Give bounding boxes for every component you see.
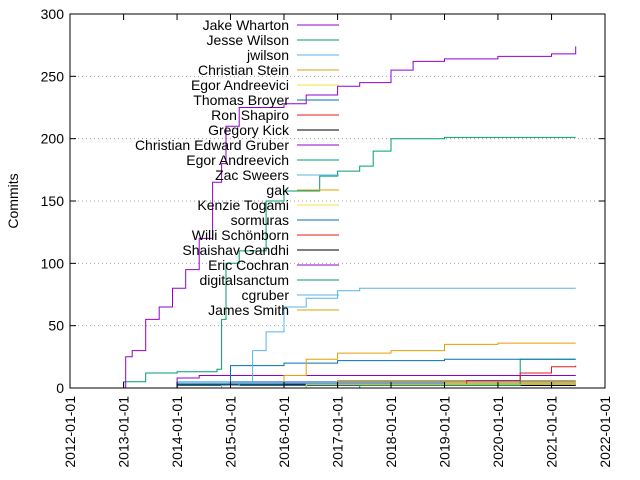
legend-label: Willi Schönborn [192, 227, 289, 243]
series-line [230, 383, 576, 389]
x-tick-label: 2019-01-01 [436, 396, 452, 468]
series-line [284, 383, 576, 389]
series-layer [92, 46, 577, 389]
x-tick-label: 2017-01-01 [330, 396, 346, 468]
legend-label: Christian Stein [198, 62, 289, 78]
ticks-layer: 0 50 100 150 200 250 300 2012-01-01 2013-01-01 20… [41, 6, 613, 468]
y-tick-label: 50 [48, 318, 64, 334]
y-tick-label: 100 [41, 255, 65, 271]
series-line [306, 358, 576, 389]
series-line [92, 136, 576, 389]
legend-label: Jesse Wilson [207, 32, 289, 48]
y-tick-label: 250 [41, 68, 65, 84]
legend-label: Kenzie Togami [197, 197, 289, 213]
series-line [284, 383, 576, 389]
x-tick-label: 2016-01-01 [276, 396, 292, 468]
series-line [230, 342, 576, 389]
legend-label: Egor Andreevich [186, 152, 289, 168]
x-tick-label: 2022-01-01 [597, 396, 613, 468]
series-line [123, 358, 576, 389]
series-line [123, 46, 577, 389]
legend-label: Jake Wharton [203, 17, 289, 33]
legend-label: gak [266, 182, 290, 198]
y-tick-label: 150 [41, 193, 65, 209]
legend-label: jwilson [246, 47, 289, 63]
x-tick-label: 2015-01-01 [223, 396, 239, 468]
x-tick-label: 2021-01-01 [544, 396, 560, 468]
legend-label: Christian Edward Gruber [135, 137, 289, 153]
legend-label: Egor Andreevici [191, 77, 289, 93]
legend-label: sormuras [231, 212, 289, 228]
x-tick-label: 2012-01-01 [62, 396, 78, 468]
x-tick-label: 2013-01-01 [116, 396, 132, 468]
legend-label: Gregory Kick [208, 122, 290, 138]
legend-label: digitalsanctum [200, 272, 290, 288]
series-line [177, 287, 576, 389]
legend-label: Thomas Broyer [193, 92, 289, 108]
legend-label: Ron Shapiro [211, 107, 289, 123]
series-line [145, 383, 576, 389]
legend-label: Shaishav Gandhi [182, 242, 289, 258]
legend-label: James Smith [208, 302, 289, 318]
y-tick-label: 200 [41, 131, 65, 147]
legend-label: Zac Sweers [215, 167, 289, 183]
y-tick-label: 300 [41, 6, 65, 22]
x-tick-label: 2014-01-01 [169, 396, 185, 468]
legend-label: Eric Cochran [208, 257, 289, 273]
x-tick-label: 2018-01-01 [383, 396, 399, 468]
y-tick-label: 0 [56, 380, 64, 396]
legend-label: cgruber [242, 287, 290, 303]
y-axis-title: Commits [5, 173, 21, 228]
x-tick-label: 2020-01-01 [490, 396, 506, 468]
